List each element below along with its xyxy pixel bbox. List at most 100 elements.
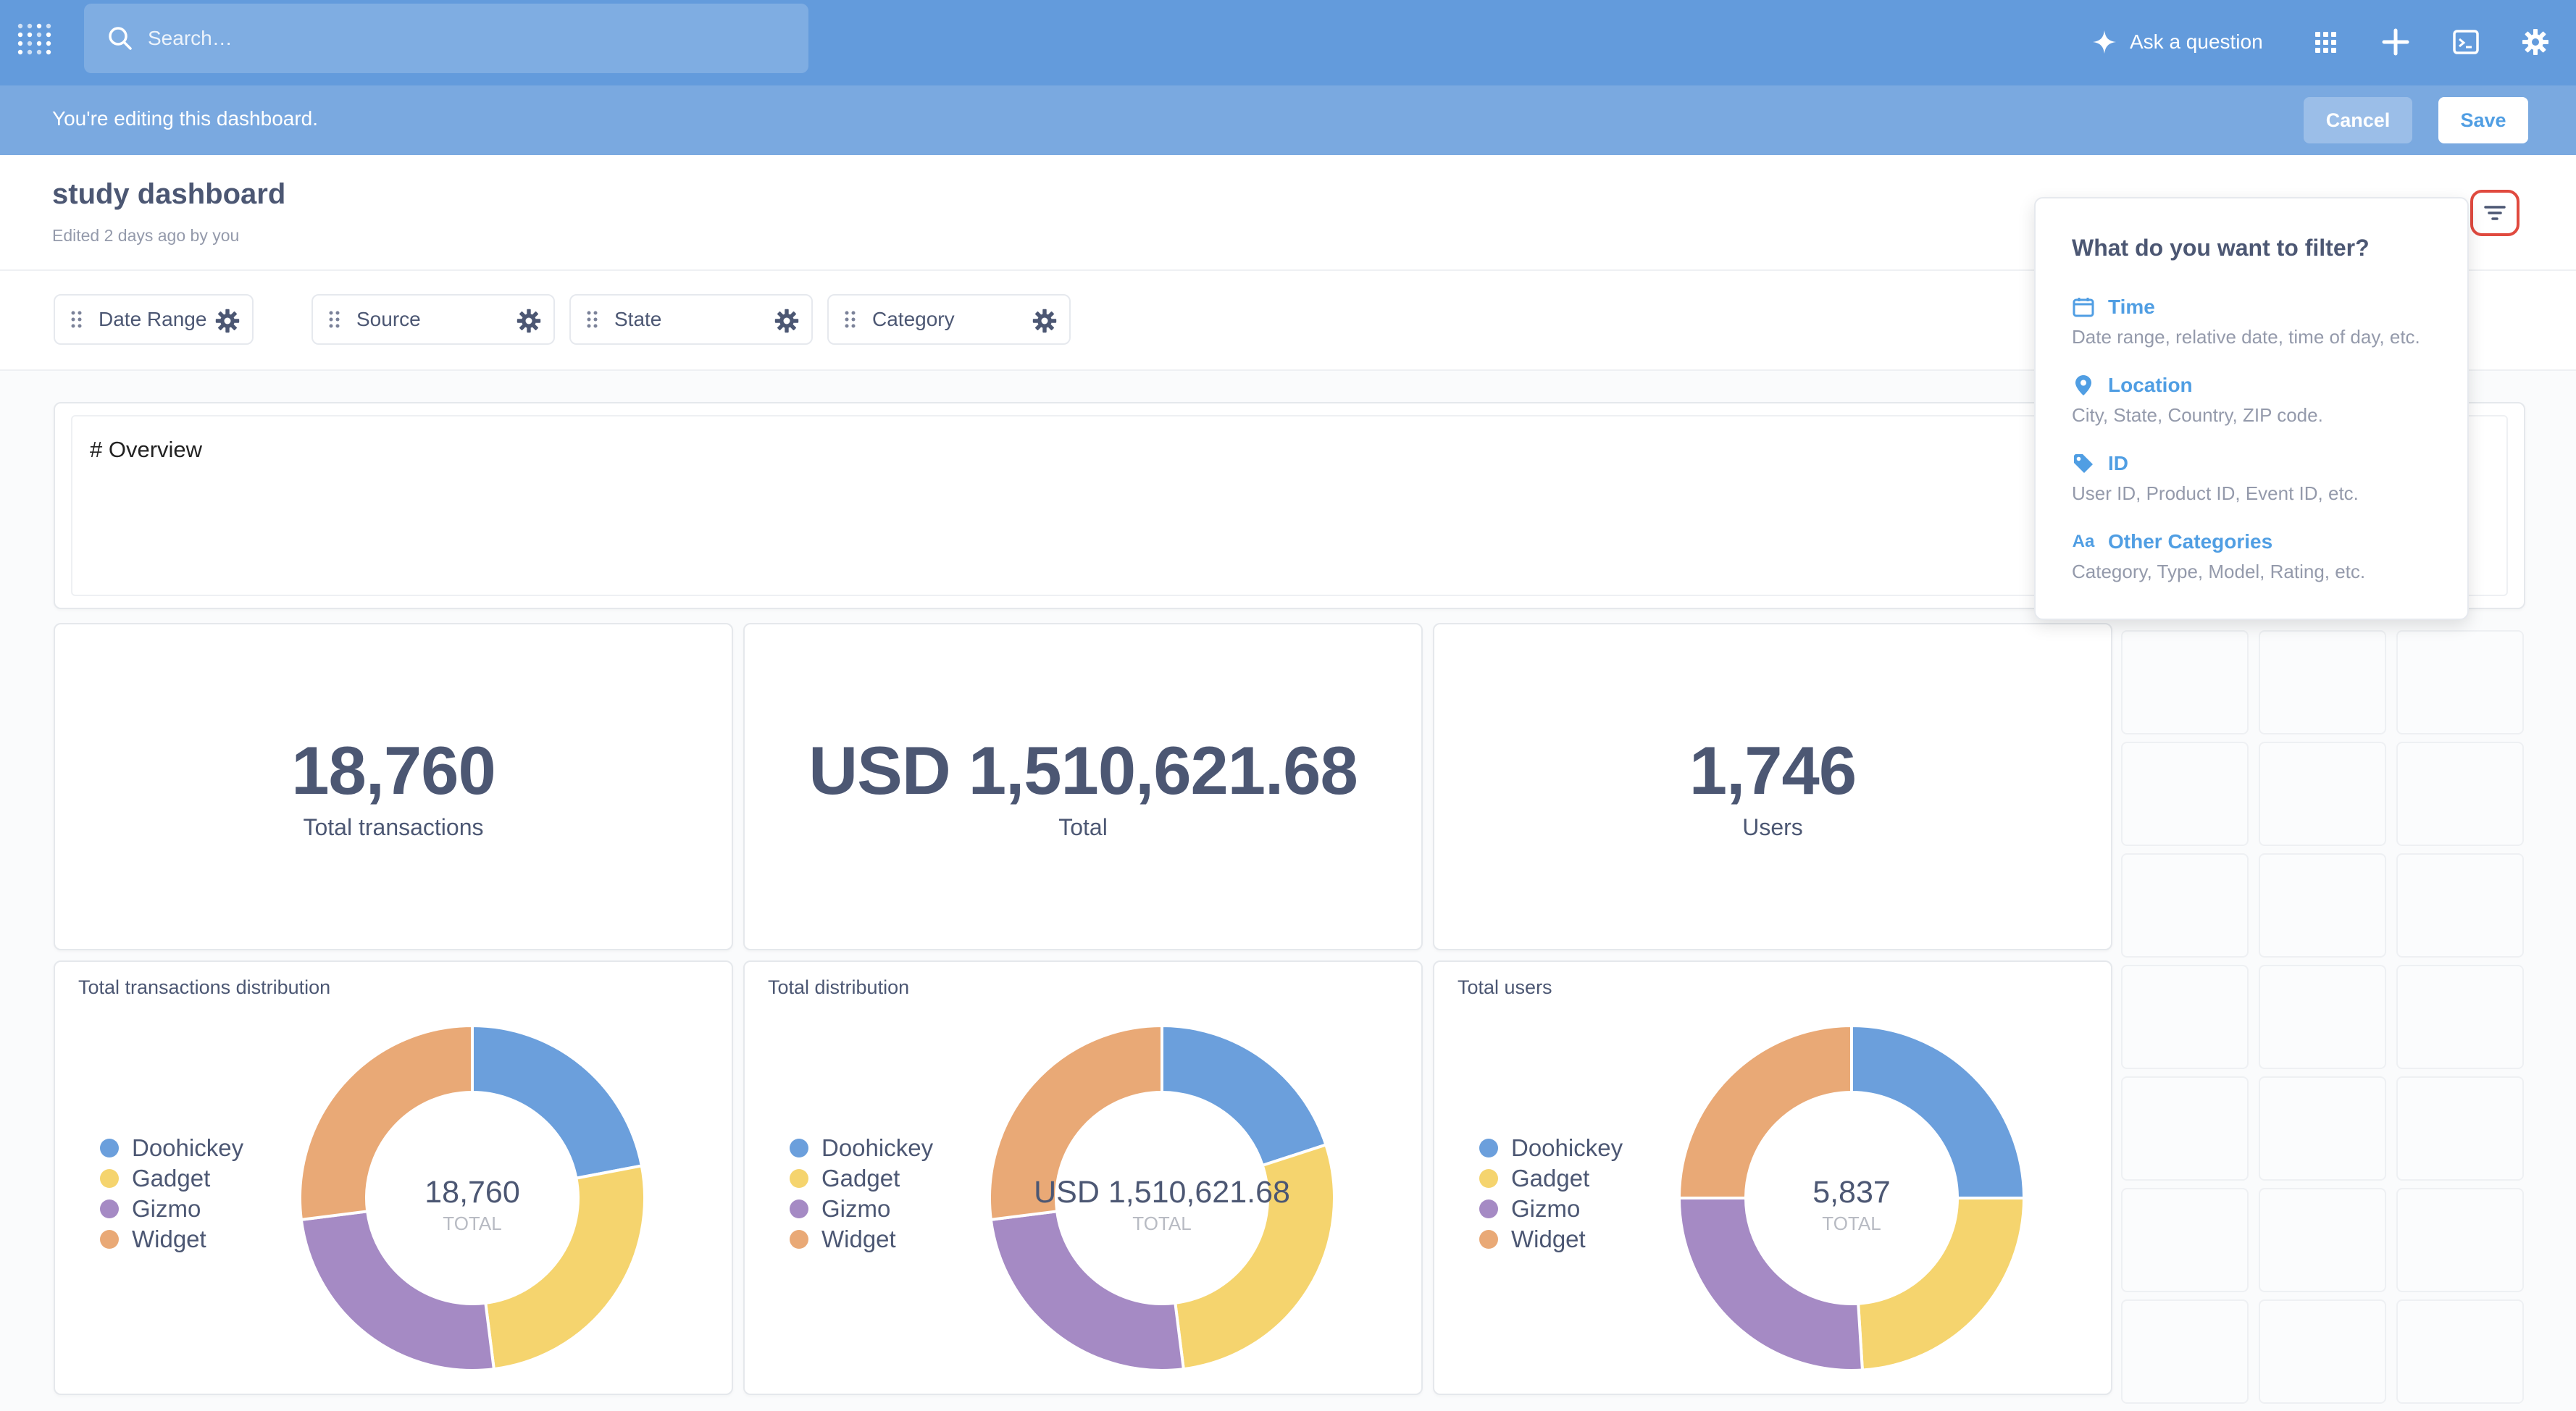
- new-button[interactable]: [2375, 22, 2416, 62]
- donut-slice-doohickey[interactable]: [471, 1023, 644, 1180]
- legend-item[interactable]: Gadget: [790, 1163, 933, 1194]
- edit-mode-message: You're editing this dashboard.: [52, 107, 319, 130]
- filter-option-time[interactable]: Time Date range, relative date, time of …: [2072, 293, 2449, 348]
- scalar-label[interactable]: Total transactions: [303, 814, 484, 840]
- donut-slices: [988, 1023, 1336, 1372]
- edit-mode-bar: You're editing this dashboard.: [0, 85, 2576, 155]
- donut-slice-widget[interactable]: [1677, 1023, 1853, 1199]
- filterbar-divider: [0, 369, 2576, 371]
- drag-handle-icon[interactable]: [585, 309, 600, 330]
- legend-item[interactable]: Widget: [100, 1224, 243, 1255]
- gear-icon[interactable]: [1032, 308, 1058, 334]
- donut-slice-doohickey[interactable]: [1850, 1023, 2026, 1199]
- text-card-editor[interactable]: # Overview: [71, 415, 2508, 596]
- pie-card[interactable]: Total users Doohickey Gadget Gizmo Widge…: [1433, 960, 2112, 1395]
- donut-slice-widget[interactable]: [988, 1023, 1163, 1222]
- gear-icon[interactable]: [516, 308, 542, 334]
- donut-slice-gadget[interactable]: [1174, 1142, 1336, 1371]
- donut-center-value: 18,760: [425, 1175, 520, 1210]
- grid-placeholder-cell: [2396, 965, 2524, 1069]
- legend-item[interactable]: Doohickey: [1479, 1133, 1623, 1163]
- dashboard-title[interactable]: study dashboard: [52, 178, 286, 210]
- legend-dot: [1479, 1139, 1498, 1157]
- legend-item[interactable]: Gizmo: [790, 1194, 933, 1224]
- legend-label: Doohickey: [132, 1134, 244, 1161]
- sql-editor-button[interactable]: [2446, 22, 2486, 62]
- pie-card-title[interactable]: Total transactions distribution: [78, 976, 331, 998]
- legend-label: Widget: [1511, 1226, 1586, 1252]
- scalar-card-total-transactions[interactable]: 18,760 Total transactions: [54, 623, 733, 950]
- filter-option-id[interactable]: ID User ID, Product ID, Event ID, etc.: [2072, 449, 2449, 505]
- search-bar[interactable]: [84, 4, 808, 73]
- popover-title: What do you want to filter?: [2072, 235, 2370, 261]
- gear-icon[interactable]: [214, 308, 241, 334]
- legend-item[interactable]: Doohickey: [790, 1133, 933, 1163]
- metabase-logo-icon[interactable]: [16, 20, 58, 62]
- browse-data-button[interactable]: [2305, 22, 2346, 62]
- filter-widget-state[interactable]: State: [569, 294, 813, 345]
- filter-widget-date-range[interactable]: Date Range: [54, 294, 254, 345]
- donut-slice-gadget[interactable]: [1857, 1197, 2026, 1372]
- filter-option-desc: User ID, Product ID, Event ID, etc.: [2072, 482, 2359, 504]
- donut-center-label: TOTAL: [1132, 1213, 1191, 1234]
- filter-option-other-categories[interactable]: Aa Other Categories Category, Type, Mode…: [2072, 527, 2449, 583]
- cancel-button[interactable]: Cancel: [2304, 97, 2412, 143]
- text-card-markdown[interactable]: # Overview: [90, 437, 203, 462]
- pie-card[interactable]: Total distribution Doohickey Gadget Gizm…: [743, 960, 1423, 1395]
- donut-slice-gadget[interactable]: [484, 1164, 646, 1371]
- gear-icon[interactable]: [774, 308, 800, 334]
- scalar-label[interactable]: Users: [1742, 814, 1803, 840]
- legend-item[interactable]: Gizmo: [100, 1194, 243, 1224]
- filter-option-desc: Date range, relative date, time of day, …: [2072, 326, 2420, 348]
- location-pin-icon: [2072, 374, 2095, 397]
- grid-placeholder-cell: [2259, 965, 2386, 1069]
- grid-placeholder-cell: [2396, 853, 2524, 958]
- grid-icon: [2315, 32, 2336, 53]
- donut-slice-gizmo[interactable]: [1677, 1197, 1865, 1372]
- filter-label: State: [614, 308, 662, 330]
- filter-widget-source[interactable]: Source: [311, 294, 555, 345]
- donut-slice-gizmo[interactable]: [989, 1210, 1186, 1372]
- scalar-card-total[interactable]: USD 1,510,621.68 Total: [743, 623, 1423, 950]
- drag-handle-icon[interactable]: [70, 309, 84, 330]
- ask-question-button[interactable]: Ask a question: [2091, 22, 2263, 62]
- donut-center-value: USD 1,510,621.68: [1034, 1175, 1290, 1210]
- filter-label: Source: [356, 308, 421, 330]
- settings-button[interactable]: [2515, 22, 2556, 62]
- filter-widget-category[interactable]: Category: [827, 294, 1071, 345]
- filter-option-name: ID: [2108, 452, 2128, 474]
- legend-item[interactable]: Widget: [790, 1224, 933, 1255]
- legend-label: Widget: [821, 1226, 896, 1252]
- scalar-label[interactable]: Total: [1058, 814, 1108, 840]
- donut-slice-doohickey[interactable]: [1161, 1023, 1328, 1168]
- scalar-card-users[interactable]: 1,746 Users: [1433, 623, 2112, 950]
- legend-item[interactable]: Widget: [1479, 1224, 1623, 1255]
- donut-slice-widget[interactable]: [298, 1023, 474, 1222]
- grid-placeholder-cell: [2396, 1188, 2524, 1292]
- add-filter-button[interactable]: [2470, 190, 2519, 236]
- top-nav: Ask a question: [0, 0, 2576, 85]
- legend-item[interactable]: Doohickey: [100, 1133, 243, 1163]
- donut-chart: USD 1,510,621.68 TOTAL: [988, 1023, 1336, 1372]
- filter-option-name: Time: [2108, 296, 2155, 318]
- grid-placeholder-cell: [2121, 742, 2249, 846]
- grid-placeholder-cell: [2259, 1188, 2386, 1292]
- drag-handle-icon[interactable]: [327, 309, 342, 330]
- legend-item[interactable]: Gadget: [1479, 1163, 1623, 1194]
- plus-icon: [2382, 28, 2409, 56]
- legend-item[interactable]: Gadget: [100, 1163, 243, 1194]
- drag-handle-icon[interactable]: [843, 309, 858, 330]
- pie-card-title[interactable]: Total distribution: [768, 976, 910, 998]
- donut-slice-gizmo[interactable]: [299, 1210, 496, 1372]
- save-button[interactable]: Save: [2438, 97, 2528, 143]
- pie-card-title[interactable]: Total users: [1458, 976, 1552, 998]
- filter-option-location[interactable]: Location City, State, Country, ZIP code.: [2072, 371, 2449, 427]
- scalar-value: 1,746: [1689, 732, 1857, 808]
- legend-dot: [1479, 1230, 1498, 1249]
- pie-card[interactable]: Total transactions distribution Doohicke…: [54, 960, 733, 1395]
- filter-option-name: Other Categories: [2108, 530, 2273, 553]
- scalar-value: 18,760: [291, 732, 496, 808]
- add-filter-popover: What do you want to filter? Time Date ra…: [2034, 197, 2469, 620]
- search-input[interactable]: [148, 27, 800, 50]
- legend-item[interactable]: Gizmo: [1479, 1194, 1623, 1224]
